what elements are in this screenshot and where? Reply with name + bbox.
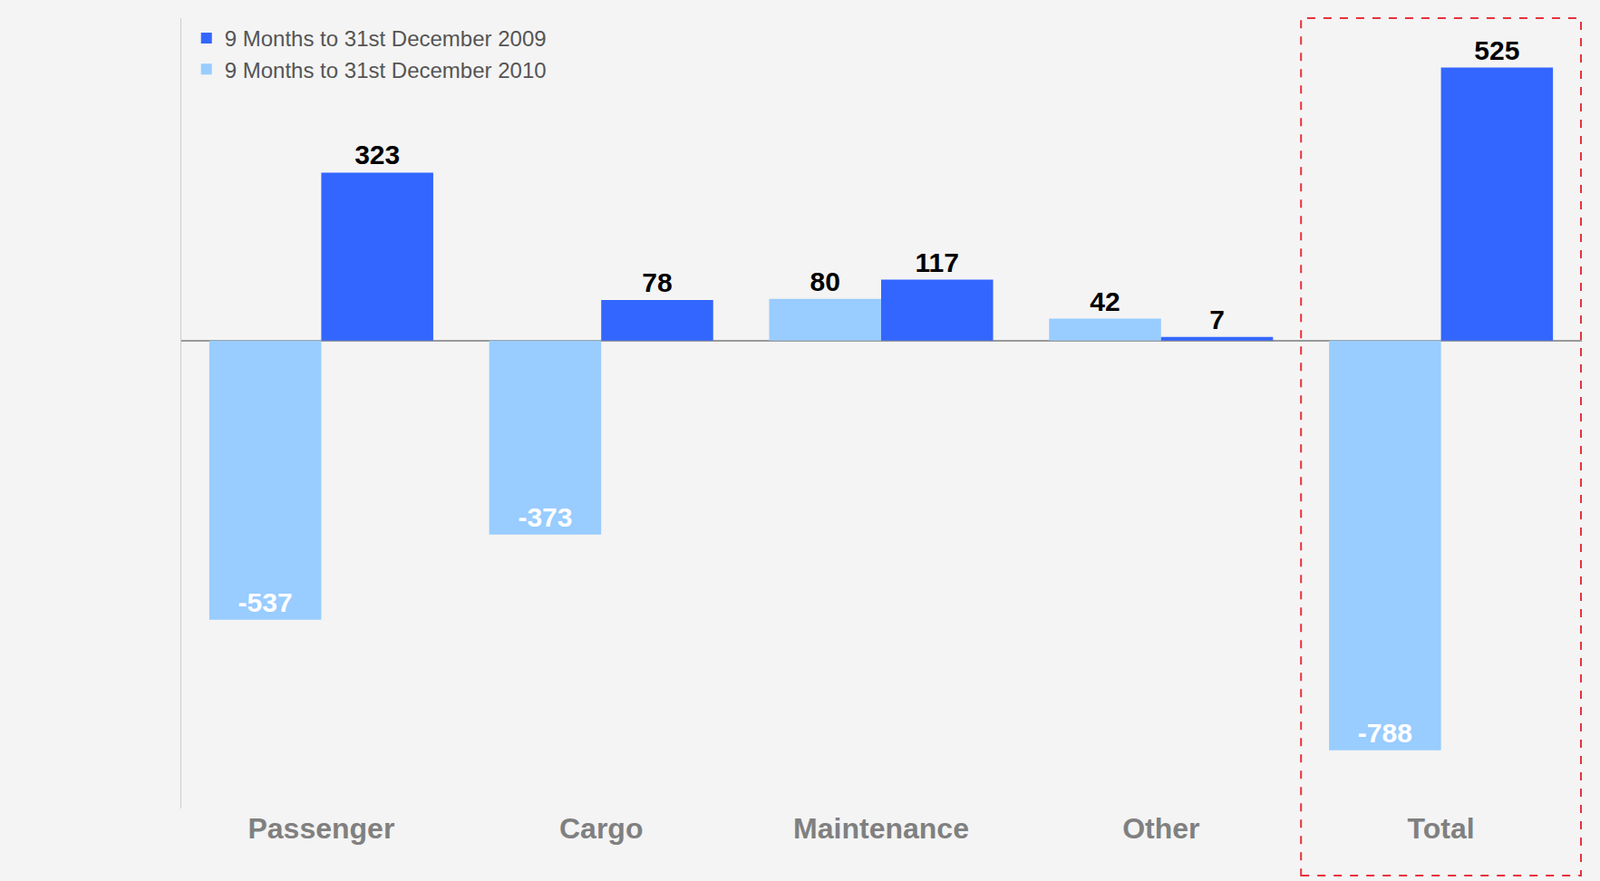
svg-text:-537: -537 [238, 587, 293, 618]
svg-text:42: 42 [1089, 286, 1120, 317]
svg-text:Cargo: Cargo [559, 812, 643, 845]
svg-text:Total: Total [1407, 812, 1475, 845]
svg-text:80: 80 [810, 266, 841, 297]
svg-text:525: 525 [1473, 35, 1520, 66]
svg-text:Other: Other [1122, 812, 1200, 845]
svg-text:117: 117 [915, 247, 960, 278]
svg-text:Passenger: Passenger [247, 812, 395, 845]
svg-text:-373: -373 [517, 502, 573, 533]
svg-text:Maintenance: Maintenance [793, 812, 970, 845]
svg-text:9 Months to 31st December 2010: 9 Months to 31st December 2010 [224, 58, 547, 83]
svg-text:7: 7 [1209, 304, 1225, 335]
svg-text:-788: -788 [1357, 717, 1413, 748]
svg-text:323: 323 [354, 139, 400, 170]
svg-text:78: 78 [641, 267, 672, 298]
svg-text:9 Months to 31st December 2009: 9 Months to 31st December 2009 [224, 26, 547, 51]
